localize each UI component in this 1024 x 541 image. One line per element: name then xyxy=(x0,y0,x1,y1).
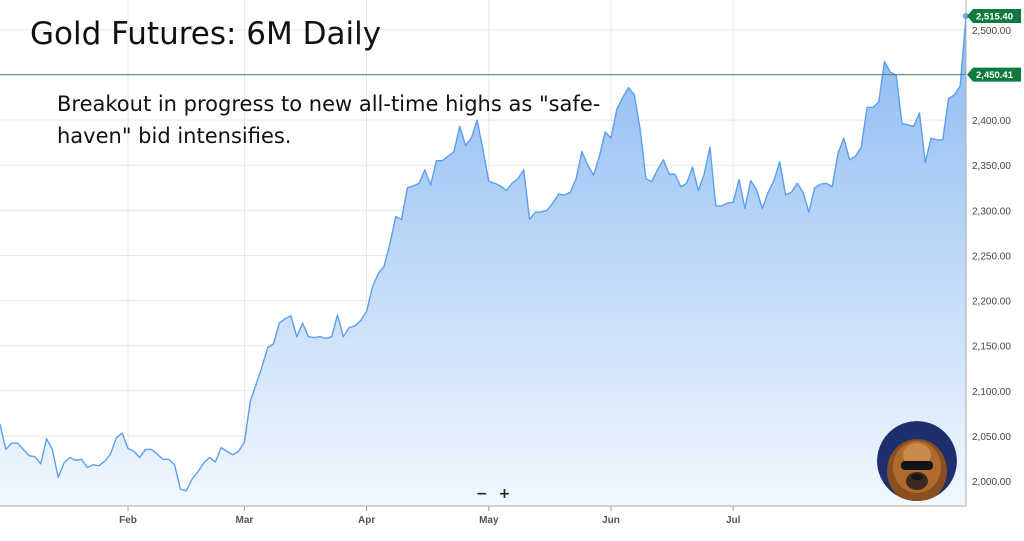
chart-title: Gold Futures: 6M Daily xyxy=(30,16,382,52)
x-tick-label: Jul xyxy=(726,515,741,526)
y-tick-label: 2,100.00 xyxy=(972,387,1011,398)
y-tick-label: 2,200.00 xyxy=(972,297,1011,308)
price-area xyxy=(0,16,966,506)
reference-badge-label: 2,450.41 xyxy=(976,70,1014,81)
x-tick-label: Feb xyxy=(119,515,137,526)
y-tick-label: 2,050.00 xyxy=(972,432,1011,443)
y-tick-label: 2,300.00 xyxy=(972,206,1011,217)
area-layer xyxy=(0,13,969,506)
zoom-controls: − + xyxy=(473,486,513,502)
x-tick-label: Mar xyxy=(236,515,254,526)
zoom-out-button[interactable]: − xyxy=(476,486,488,502)
x-tick-label: Jun xyxy=(602,515,620,526)
y-tick-label: 2,500.00 xyxy=(972,26,1011,37)
current-price-badge-label: 2,515.40 xyxy=(976,12,1013,23)
y-tick-label: 2,350.00 xyxy=(972,161,1011,172)
avatar xyxy=(877,421,957,501)
badge-layer: 2,450.41 2,515.40 xyxy=(967,9,1021,82)
zoom-in-button[interactable]: + xyxy=(498,486,511,502)
chart-annotation: Breakout in progress to new all-time hig… xyxy=(57,92,601,148)
y-tick-label: 2,250.00 xyxy=(972,251,1011,262)
reference-badge xyxy=(967,67,1021,82)
gorilla-avatar-icon xyxy=(877,421,957,501)
x-tick-label: Apr xyxy=(358,515,375,526)
y-tick-label: 2,400.00 xyxy=(972,116,1011,127)
x-tick-label: May xyxy=(479,515,499,526)
price-line xyxy=(0,15,967,492)
y-tick-label: 2,000.00 xyxy=(972,477,1011,488)
y-tick-label: 2,150.00 xyxy=(972,342,1011,353)
current-price-badge xyxy=(967,9,1021,23)
